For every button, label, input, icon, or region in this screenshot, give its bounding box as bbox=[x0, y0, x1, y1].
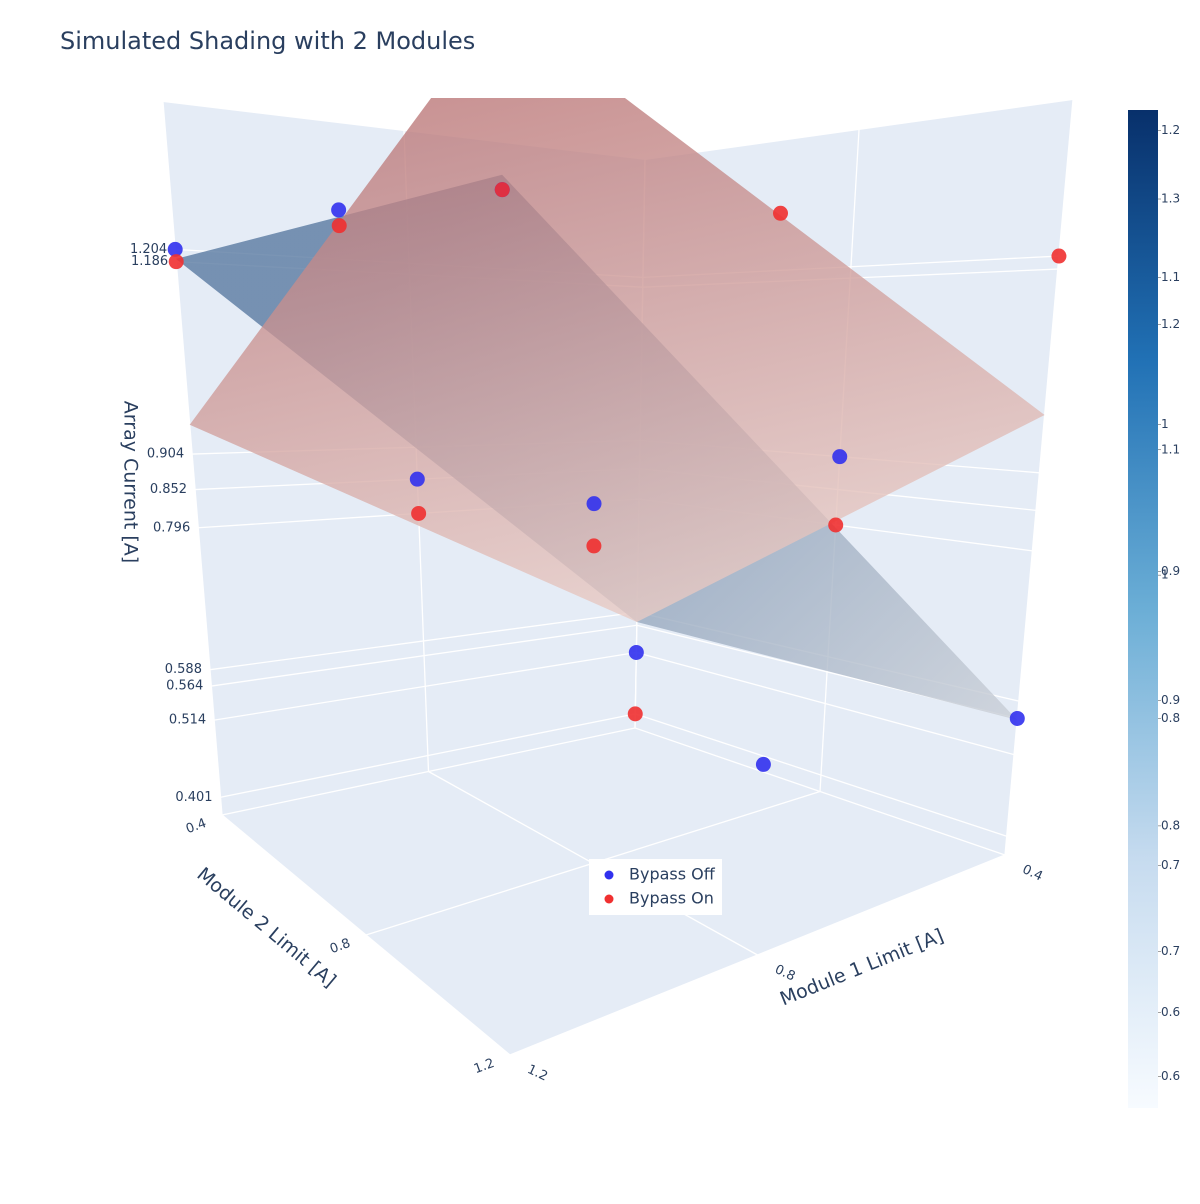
y-grid-line bbox=[1004, 99, 1074, 856]
legend-label: Bypass On bbox=[629, 889, 714, 908]
colorbar-tick-label: 0.7 bbox=[1161, 858, 1180, 872]
data-point bbox=[167, 241, 183, 257]
chart-title: Simulated Shading with 2 Modules bbox=[60, 27, 475, 55]
legend-box bbox=[589, 859, 722, 915]
colorbar-tick-label: 0.8 bbox=[1161, 711, 1180, 725]
z-tick-label: 1.204 bbox=[130, 242, 167, 257]
data-point bbox=[494, 182, 510, 198]
legend: Bypass Off Bypass On bbox=[589, 859, 722, 915]
colorbar bbox=[1128, 110, 1158, 1108]
colorbar-tick-label: 1.2 bbox=[1161, 123, 1180, 137]
colorbar-tick-label: 0.6 bbox=[1161, 1005, 1180, 1019]
z-tick-label: 0.514 bbox=[169, 713, 206, 728]
colorbar-tick-label: 1.3 bbox=[1161, 192, 1180, 206]
data-point bbox=[773, 205, 789, 221]
z-tick-label: 1.186 bbox=[131, 254, 168, 269]
colorbar-tick-label: 1 bbox=[1161, 568, 1169, 582]
colorbar-tick-label: 1.1 bbox=[1161, 270, 1180, 284]
x-tick-label: 0.4 bbox=[1020, 862, 1045, 884]
legend-marker bbox=[604, 870, 614, 880]
data-point bbox=[331, 218, 347, 234]
data-point bbox=[1051, 248, 1067, 264]
legend-marker bbox=[604, 894, 614, 904]
colorbar-tick-label: 0.6 bbox=[1161, 1069, 1180, 1083]
x-grid-line bbox=[162, 101, 223, 816]
legend-label: Bypass Off bbox=[629, 865, 716, 884]
data-point bbox=[409, 471, 425, 487]
data-point bbox=[331, 202, 347, 218]
colorbar-tick-label: 0.8 bbox=[1161, 818, 1180, 832]
data-point bbox=[168, 254, 184, 270]
data-point bbox=[411, 505, 427, 521]
colorbar-tick-label: 1.2 bbox=[1161, 317, 1180, 331]
colorbar-tick-label: 1 bbox=[1161, 417, 1169, 431]
y-tick-label: 0.8 bbox=[328, 936, 353, 957]
z-tick-label: 0.904 bbox=[147, 447, 184, 462]
z-tick-label: 0.401 bbox=[175, 790, 212, 805]
data-point bbox=[586, 496, 602, 512]
z-tick-label: 0.796 bbox=[153, 520, 190, 535]
data-point bbox=[628, 644, 644, 660]
y-grid-line bbox=[509, 854, 1006, 1056]
data-point bbox=[1009, 710, 1025, 726]
x-tick-label: 1.2 bbox=[525, 1062, 550, 1084]
y-tick-label: 0.4 bbox=[184, 816, 209, 837]
y-grid-line bbox=[221, 727, 636, 816]
x-tick-label: 0.8 bbox=[772, 962, 797, 984]
z-tick-label: 0.852 bbox=[150, 482, 187, 497]
colorbar-tick-label: 0.9 bbox=[1161, 564, 1180, 578]
z-axis-title: Array Current [A] bbox=[120, 401, 142, 563]
z-tick-label: 0.588 bbox=[165, 662, 202, 677]
y-tick-label: 1.2 bbox=[472, 1056, 497, 1077]
colorbar-tick-label: 0.9 bbox=[1161, 693, 1180, 707]
surface bbox=[189, 98, 1045, 623]
data-point bbox=[627, 706, 643, 722]
colorbar-tick-label: 1.1 bbox=[1161, 442, 1180, 456]
z-tick-label: 0.564 bbox=[166, 679, 203, 694]
data-point bbox=[586, 538, 602, 554]
data-point bbox=[755, 756, 771, 772]
data-point bbox=[832, 449, 848, 465]
colorbar-tick-label: 0.7 bbox=[1161, 944, 1180, 958]
data-point bbox=[828, 517, 844, 533]
